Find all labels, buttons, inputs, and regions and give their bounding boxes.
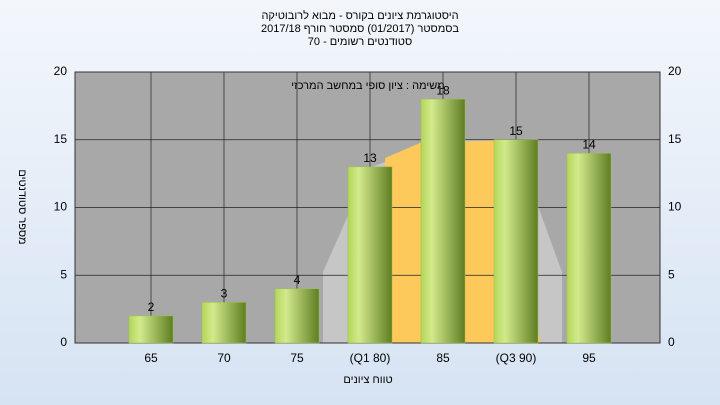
y-tick-label: 15 <box>54 132 68 146</box>
chart-subtitle: סטודנטים רשומים - 70 <box>308 36 412 48</box>
annotation: משימה : ציון סופי במחשב המרכזי <box>291 80 444 92</box>
y-tick-label: 10 <box>668 200 682 214</box>
bar <box>274 288 320 344</box>
value-label: 13 <box>363 151 377 165</box>
bar <box>128 315 174 344</box>
bar <box>493 139 539 344</box>
x-tick-label: 75 <box>290 351 304 365</box>
y-tick-label: 20 <box>668 64 682 78</box>
x-axis-label: טווח ציונים <box>343 374 392 386</box>
x-tick-label: 65 <box>144 351 158 365</box>
y-tick-label: 5 <box>60 267 67 281</box>
x-tick-label: 85 <box>436 351 450 365</box>
value-label: 2 <box>148 300 155 314</box>
chart-subtitle: בסמסטר (01/2017) סמסטר חורף 2017/18 <box>261 23 459 35</box>
bar <box>347 166 393 344</box>
y-tick-label: 5 <box>668 267 675 281</box>
y-tick-label: 0 <box>60 335 67 349</box>
y-tick-label: 15 <box>668 132 682 146</box>
x-tick-label: 95 <box>582 351 596 365</box>
y-axis-label: מספר סטודנטים <box>16 169 28 244</box>
x-tick-label: 70 <box>217 351 231 365</box>
bar <box>201 302 247 344</box>
bar <box>566 153 612 344</box>
y-tick-label: 20 <box>54 64 68 78</box>
chart-title: היסטוגרמת ציונים בקורס - מבוא לרובוטיקה <box>261 9 458 22</box>
y-tick-label: 10 <box>54 200 68 214</box>
y-tick-label: 0 <box>668 335 675 349</box>
value-label: 4 <box>294 273 301 287</box>
bar <box>420 98 466 344</box>
x-tick-label: (Q1 80) <box>350 351 391 365</box>
value-label: 14 <box>582 137 596 151</box>
value-label: 15 <box>509 124 523 138</box>
x-tick-label: (Q3 90) <box>496 351 537 365</box>
value-label: 18 <box>436 83 450 97</box>
value-label: 3 <box>221 287 228 301</box>
